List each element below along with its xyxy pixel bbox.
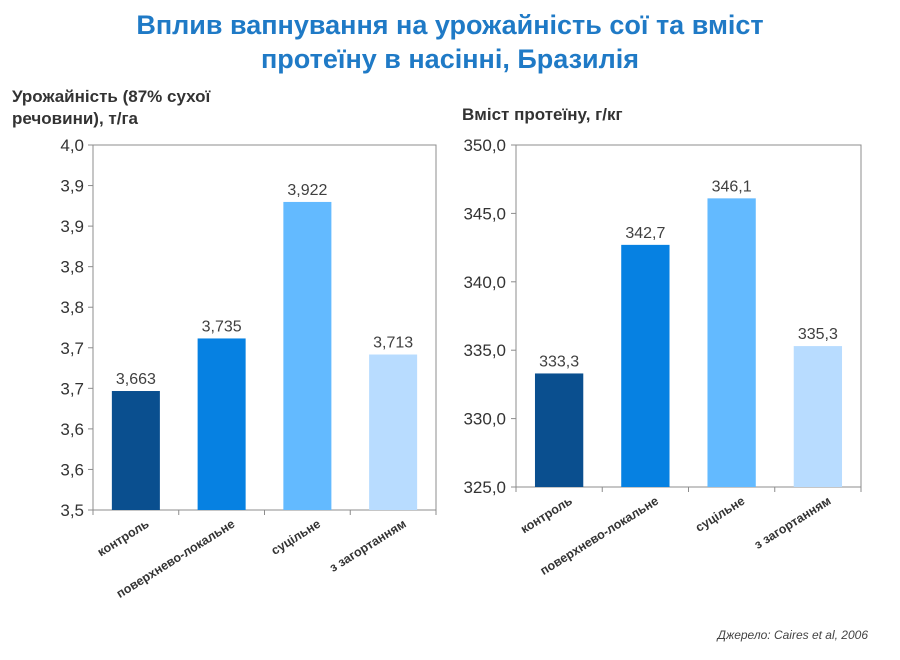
- source-note: Джерело: Caires et al, 2006: [717, 628, 869, 642]
- yield-y-tick-label: 3,5: [60, 501, 84, 520]
- yield-y-tick-label: 3,8: [60, 258, 84, 277]
- protein-bar-4: [793, 346, 843, 487]
- protein-axis-title: Вміст протеїну, г/кг: [462, 104, 623, 126]
- protein-y-tick-label: 325,0: [463, 478, 506, 497]
- yield-y-tick-label: 3,8: [60, 298, 84, 317]
- protein-y-tick-label: 345,0: [463, 204, 506, 223]
- yield-bar-2: [197, 338, 246, 510]
- yield-category-label-3: суцільне: [269, 517, 323, 558]
- protein-y-tick-label: 340,0: [463, 273, 506, 292]
- yield-y-tick-label: 3,6: [60, 460, 84, 479]
- yield-category-label-4: з загортанням: [327, 517, 409, 575]
- protein-bar-1: [534, 373, 584, 487]
- yield-y-tick-label: 3,9: [60, 177, 84, 196]
- protein-y-tick-label: 335,0: [463, 341, 506, 360]
- protein-y-tick-label: 330,0: [463, 410, 506, 429]
- yield-value-label-4: 3,713: [373, 335, 413, 352]
- protein-category-label-3: суцільне: [693, 494, 747, 535]
- protein-value-label-3: 346,1: [712, 178, 752, 195]
- yield-value-label-1: 3,663: [116, 371, 156, 388]
- protein-y-tick-label: 350,0: [463, 136, 506, 155]
- title-line-2: протеїну в насінні, Бразилія: [260, 44, 639, 74]
- protein-bar-3: [707, 198, 756, 488]
- yield-bar-4: [369, 354, 418, 510]
- yield-bar-1: [111, 391, 160, 510]
- yield-category-label-1: контроль: [95, 517, 152, 560]
- yield-value-label-2: 3,735: [202, 318, 242, 335]
- yield-axis-title: Урожайність (87% сухої речовини), т/га: [12, 86, 210, 130]
- yield-value-label-3: 3,922: [287, 182, 327, 199]
- protein-bar-2: [621, 244, 670, 487]
- protein-category-label-1: контроль: [518, 494, 575, 537]
- chart-title: Вплив вапнування на урожайність сої та в…: [0, 8, 900, 76]
- yield-y-tick-label: 4,0: [60, 136, 84, 155]
- protein-value-label-1: 333,3: [539, 353, 579, 370]
- protein-axis-title-line-1: Вміст протеїну, г/кг: [462, 105, 623, 124]
- protein-value-label-2: 342,7: [625, 225, 665, 242]
- yield-y-tick-label: 3,7: [60, 379, 84, 398]
- yield-bar-3: [283, 201, 332, 510]
- yield-y-tick-label: 3,7: [60, 339, 84, 358]
- yield-y-tick-label: 3,9: [60, 217, 84, 236]
- yield-axis-title-line-2: речовини), т/га: [12, 109, 138, 128]
- protein-value-label-4: 335,3: [798, 326, 838, 343]
- yield-axis-title-line-1: Урожайність (87% сухої: [12, 87, 211, 106]
- yield-y-tick-label: 3,6: [60, 420, 84, 439]
- protein-category-label-4: з загортанням: [752, 494, 834, 552]
- title-line-1: Вплив вапнування на урожайність сої та в…: [136, 10, 764, 40]
